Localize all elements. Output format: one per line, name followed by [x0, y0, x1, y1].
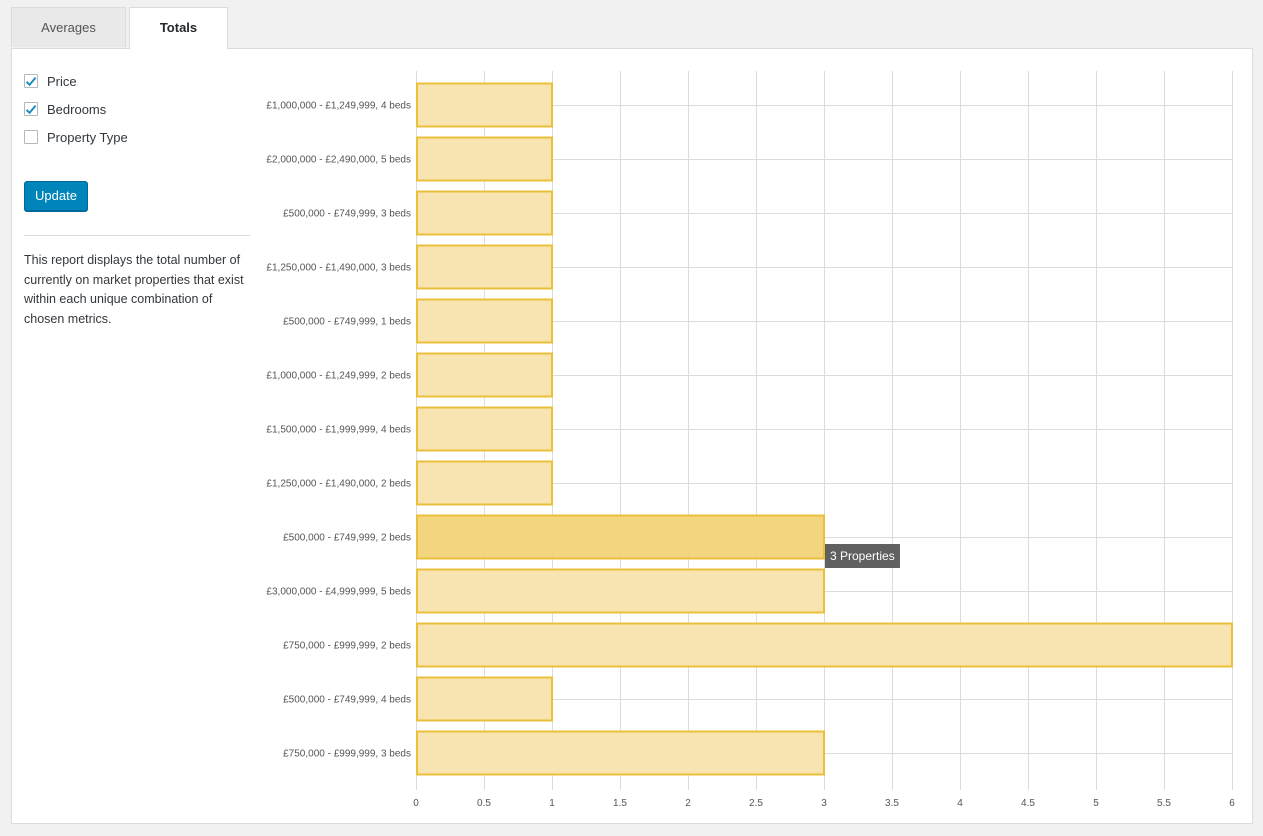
- category-label: £1,000,000 - £1,249,999, 4 beds: [266, 101, 411, 112]
- bar: [416, 406, 553, 452]
- category-label: £500,000 - £749,999, 2 beds: [283, 533, 411, 544]
- x-tick-label: 6: [1229, 798, 1235, 809]
- bar: [416, 136, 553, 182]
- category-label: £1,250,000 - £1,490,000, 2 beds: [266, 479, 411, 490]
- checkmark-icon: [25, 76, 37, 86]
- bar: [416, 244, 553, 290]
- bar: [416, 622, 1233, 668]
- x-tick-label: 2: [685, 798, 691, 809]
- report-description: This report displays the total number of…: [24, 253, 244, 326]
- option-label-property-type: Property Type: [47, 129, 128, 145]
- x-tick-label: 4.5: [1021, 798, 1035, 809]
- bar: [416, 352, 553, 398]
- divider: [24, 235, 250, 236]
- option-label-bedrooms: Bedrooms: [47, 101, 107, 117]
- bar: [416, 730, 825, 776]
- category-label: £750,000 - £999,999, 3 beds: [283, 749, 411, 760]
- bar: [416, 514, 825, 560]
- bar: [416, 82, 553, 128]
- category-label: £2,000,000 - £2,490,000, 5 beds: [266, 155, 411, 166]
- x-tick-label: 1.5: [613, 798, 627, 809]
- update-button[interactable]: Update: [24, 181, 88, 211]
- report-panel: Price Bedrooms Property Type Update This…: [11, 48, 1253, 824]
- category-label: £500,000 - £749,999, 3 beds: [283, 209, 411, 220]
- tab-totals[interactable]: Totals: [129, 7, 228, 49]
- bar: [416, 460, 553, 506]
- bar: [416, 568, 825, 614]
- tab-averages[interactable]: Averages: [11, 7, 126, 47]
- category-label: £750,000 - £999,999, 2 beds: [283, 641, 411, 652]
- category-label: £500,000 - £749,999, 4 beds: [283, 695, 411, 706]
- price-checkbox[interactable]: [24, 74, 38, 88]
- category-label: £1,500,000 - £1,999,999, 4 beds: [266, 425, 411, 436]
- x-tick-label: 0.5: [477, 798, 491, 809]
- bar-tooltip: 3 Properties: [825, 544, 900, 568]
- x-tick-label: 5: [1093, 798, 1099, 809]
- bar: [416, 190, 553, 236]
- bar: [416, 298, 553, 344]
- option-label-price: Price: [47, 73, 77, 89]
- metric-options: Price Bedrooms Property Type: [24, 67, 250, 151]
- option-price[interactable]: Price: [24, 67, 250, 95]
- x-tick-label: 3: [821, 798, 827, 809]
- category-label: £3,000,000 - £4,999,999, 5 beds: [266, 587, 411, 598]
- totals-bar-chart: 0 0.5 1 1.5 2 2.5 3 3.5 4 4.5 5 5.5 6 £1,000,000 - £1…: [266, 71, 1235, 809]
- category-label: £1,000,000 - £1,249,999, 2 beds: [266, 371, 411, 382]
- option-property-type[interactable]: Property Type: [24, 123, 250, 151]
- checkmark-icon: [25, 104, 37, 114]
- x-tick-label: 1: [549, 798, 555, 809]
- option-bedrooms[interactable]: Bedrooms: [24, 95, 250, 123]
- bar: [416, 676, 553, 722]
- property-type-checkbox[interactable]: [24, 130, 38, 144]
- x-tick-label: 0: [413, 798, 419, 809]
- bedrooms-checkbox[interactable]: [24, 102, 38, 116]
- x-tick-label: 2.5: [749, 798, 763, 809]
- x-tick-label: 4: [957, 798, 963, 809]
- x-tick-label: 3.5: [885, 798, 899, 809]
- category-label: £1,250,000 - £1,490,000, 3 beds: [266, 263, 411, 274]
- category-label: £500,000 - £749,999, 1 beds: [283, 317, 411, 328]
- x-tick-label: 5.5: [1157, 798, 1171, 809]
